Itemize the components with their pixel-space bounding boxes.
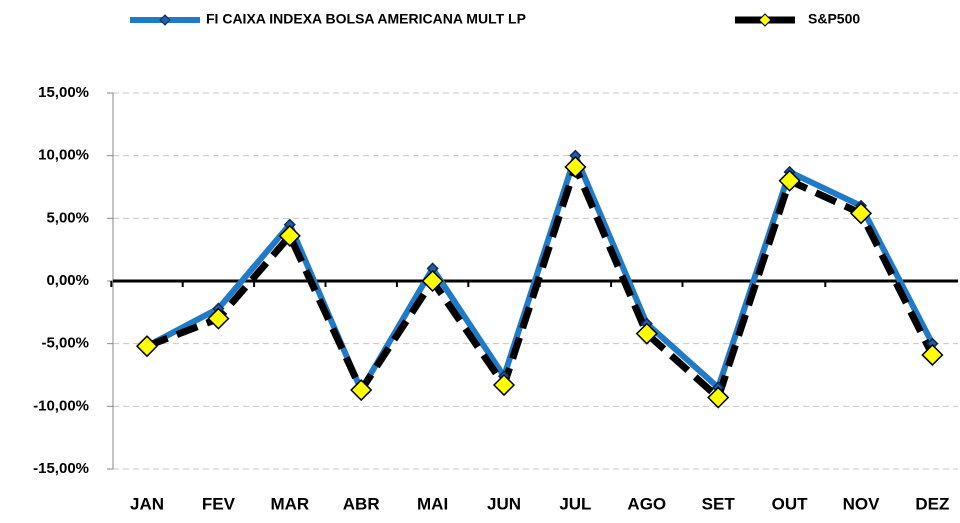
series-line bbox=[145, 163, 936, 402]
x-tick-label: NOV bbox=[843, 494, 881, 513]
y-tick-label: -10,00% bbox=[33, 397, 89, 414]
data-point bbox=[778, 169, 801, 192]
y-tick-label: 0,00% bbox=[46, 272, 89, 289]
y-tick-label: 5,00% bbox=[46, 209, 89, 226]
x-tick-label: JUL bbox=[559, 494, 591, 513]
data-point bbox=[564, 155, 587, 179]
x-tick-label: MAR bbox=[270, 494, 309, 513]
legend-label: FI CAIXA INDEXA BOLSA AMERICANA MULT LP bbox=[206, 11, 526, 27]
x-tick-label: DEZ bbox=[915, 494, 949, 513]
x-tick-label: MAI bbox=[417, 494, 448, 513]
x-tick-label: AGO bbox=[627, 494, 666, 513]
legend-marker bbox=[159, 14, 171, 26]
data-point bbox=[207, 307, 230, 330]
x-tick-label: JAN bbox=[130, 494, 164, 513]
x-tick-label: SET bbox=[702, 494, 736, 513]
data-point bbox=[421, 269, 444, 293]
data-point bbox=[350, 378, 373, 402]
x-tick-label: JUN bbox=[487, 494, 521, 513]
y-tick-label: -5,00% bbox=[41, 335, 89, 352]
data-point bbox=[278, 224, 301, 247]
x-tick-label: FEV bbox=[202, 494, 236, 513]
y-tick-label: 10,00% bbox=[38, 147, 89, 164]
data-point bbox=[135, 335, 159, 358]
y-tick-label: 15,00% bbox=[38, 84, 89, 101]
data-point bbox=[921, 343, 944, 367]
data-point bbox=[492, 373, 516, 397]
series-line bbox=[145, 152, 936, 394]
legend-marker bbox=[758, 13, 772, 27]
data-point bbox=[635, 322, 658, 345]
x-tick-label: OUT bbox=[772, 494, 809, 513]
legend-label: S&P500 bbox=[808, 11, 860, 27]
y-tick-label: -15,00% bbox=[33, 460, 89, 477]
data-point bbox=[707, 386, 730, 409]
data-point bbox=[849, 202, 873, 225]
x-tick-label: ABR bbox=[343, 494, 380, 513]
